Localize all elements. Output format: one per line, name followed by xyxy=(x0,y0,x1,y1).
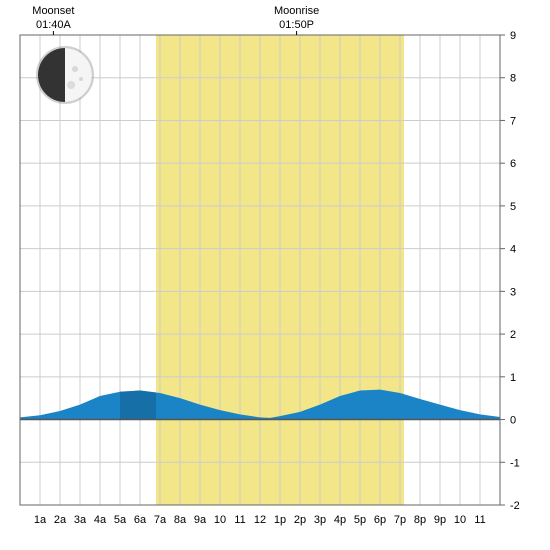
x-tick-label: 11 xyxy=(234,514,245,526)
x-tick-label: 6p xyxy=(374,514,386,526)
x-tick-label: 2p xyxy=(294,514,306,526)
y-tick-label: 7 xyxy=(510,115,516,127)
tide-chart: 1a2a3a4a5a6a7a8a9a1011121p2p3p4p5p6p7p8p… xyxy=(0,0,550,550)
x-tick-label: 4a xyxy=(94,514,107,526)
moonset-time: 01:40A xyxy=(36,19,71,31)
moonrise-time: 01:50P xyxy=(279,19,314,31)
x-tick-label: 10 xyxy=(454,514,466,526)
moonset-label: Moonset 01:40A xyxy=(13,4,93,33)
x-tick-label: 1p xyxy=(274,514,286,526)
x-tick-label: 8a xyxy=(174,514,187,526)
y-tick-label: 5 xyxy=(510,201,516,213)
y-tick-label: 1 xyxy=(510,372,516,384)
x-tick-label: 3p xyxy=(314,514,326,526)
moonrise-label: Moonrise 01:50P xyxy=(257,4,337,33)
x-tick-label: 9p xyxy=(434,514,446,526)
moonset-title: Moonset xyxy=(32,5,74,17)
moon-phase-icon xyxy=(37,47,93,103)
y-tick-label: -2 xyxy=(510,500,520,512)
y-tick-label: -1 xyxy=(510,457,520,469)
y-tick-label: 8 xyxy=(510,73,516,85)
x-tick-label: 3a xyxy=(74,514,87,526)
x-tick-label: 9a xyxy=(194,514,207,526)
x-tick-label: 7a xyxy=(154,514,167,526)
x-tick-label: 12 xyxy=(254,514,266,526)
x-tick-label: 5p xyxy=(354,514,366,526)
x-tick-label: 7p xyxy=(394,514,406,526)
x-tick-label: 8p xyxy=(414,514,426,526)
y-tick-label: 9 xyxy=(510,30,516,42)
x-tick-label: 5a xyxy=(114,514,127,526)
moonrise-title: Moonrise xyxy=(274,5,319,17)
y-tick-label: 4 xyxy=(510,244,516,256)
x-tick-label: 11 xyxy=(474,514,485,526)
chart-container: Moonset 01:40A Moonrise 01:50P 1a 2a 3a 4a 5… xyxy=(0,0,550,550)
y-tick-label: 0 xyxy=(510,415,516,427)
x-tick-label: 10 xyxy=(214,514,226,526)
y-tick-label: 2 xyxy=(510,329,516,341)
y-tick-label: 3 xyxy=(510,286,516,298)
x-tick-label: 6a xyxy=(134,514,147,526)
x-tick-label: 2a xyxy=(54,514,67,526)
x-tick-label: 1a xyxy=(34,514,47,526)
x-tick-label: 4p xyxy=(334,514,346,526)
y-tick-label: 6 xyxy=(510,158,516,170)
